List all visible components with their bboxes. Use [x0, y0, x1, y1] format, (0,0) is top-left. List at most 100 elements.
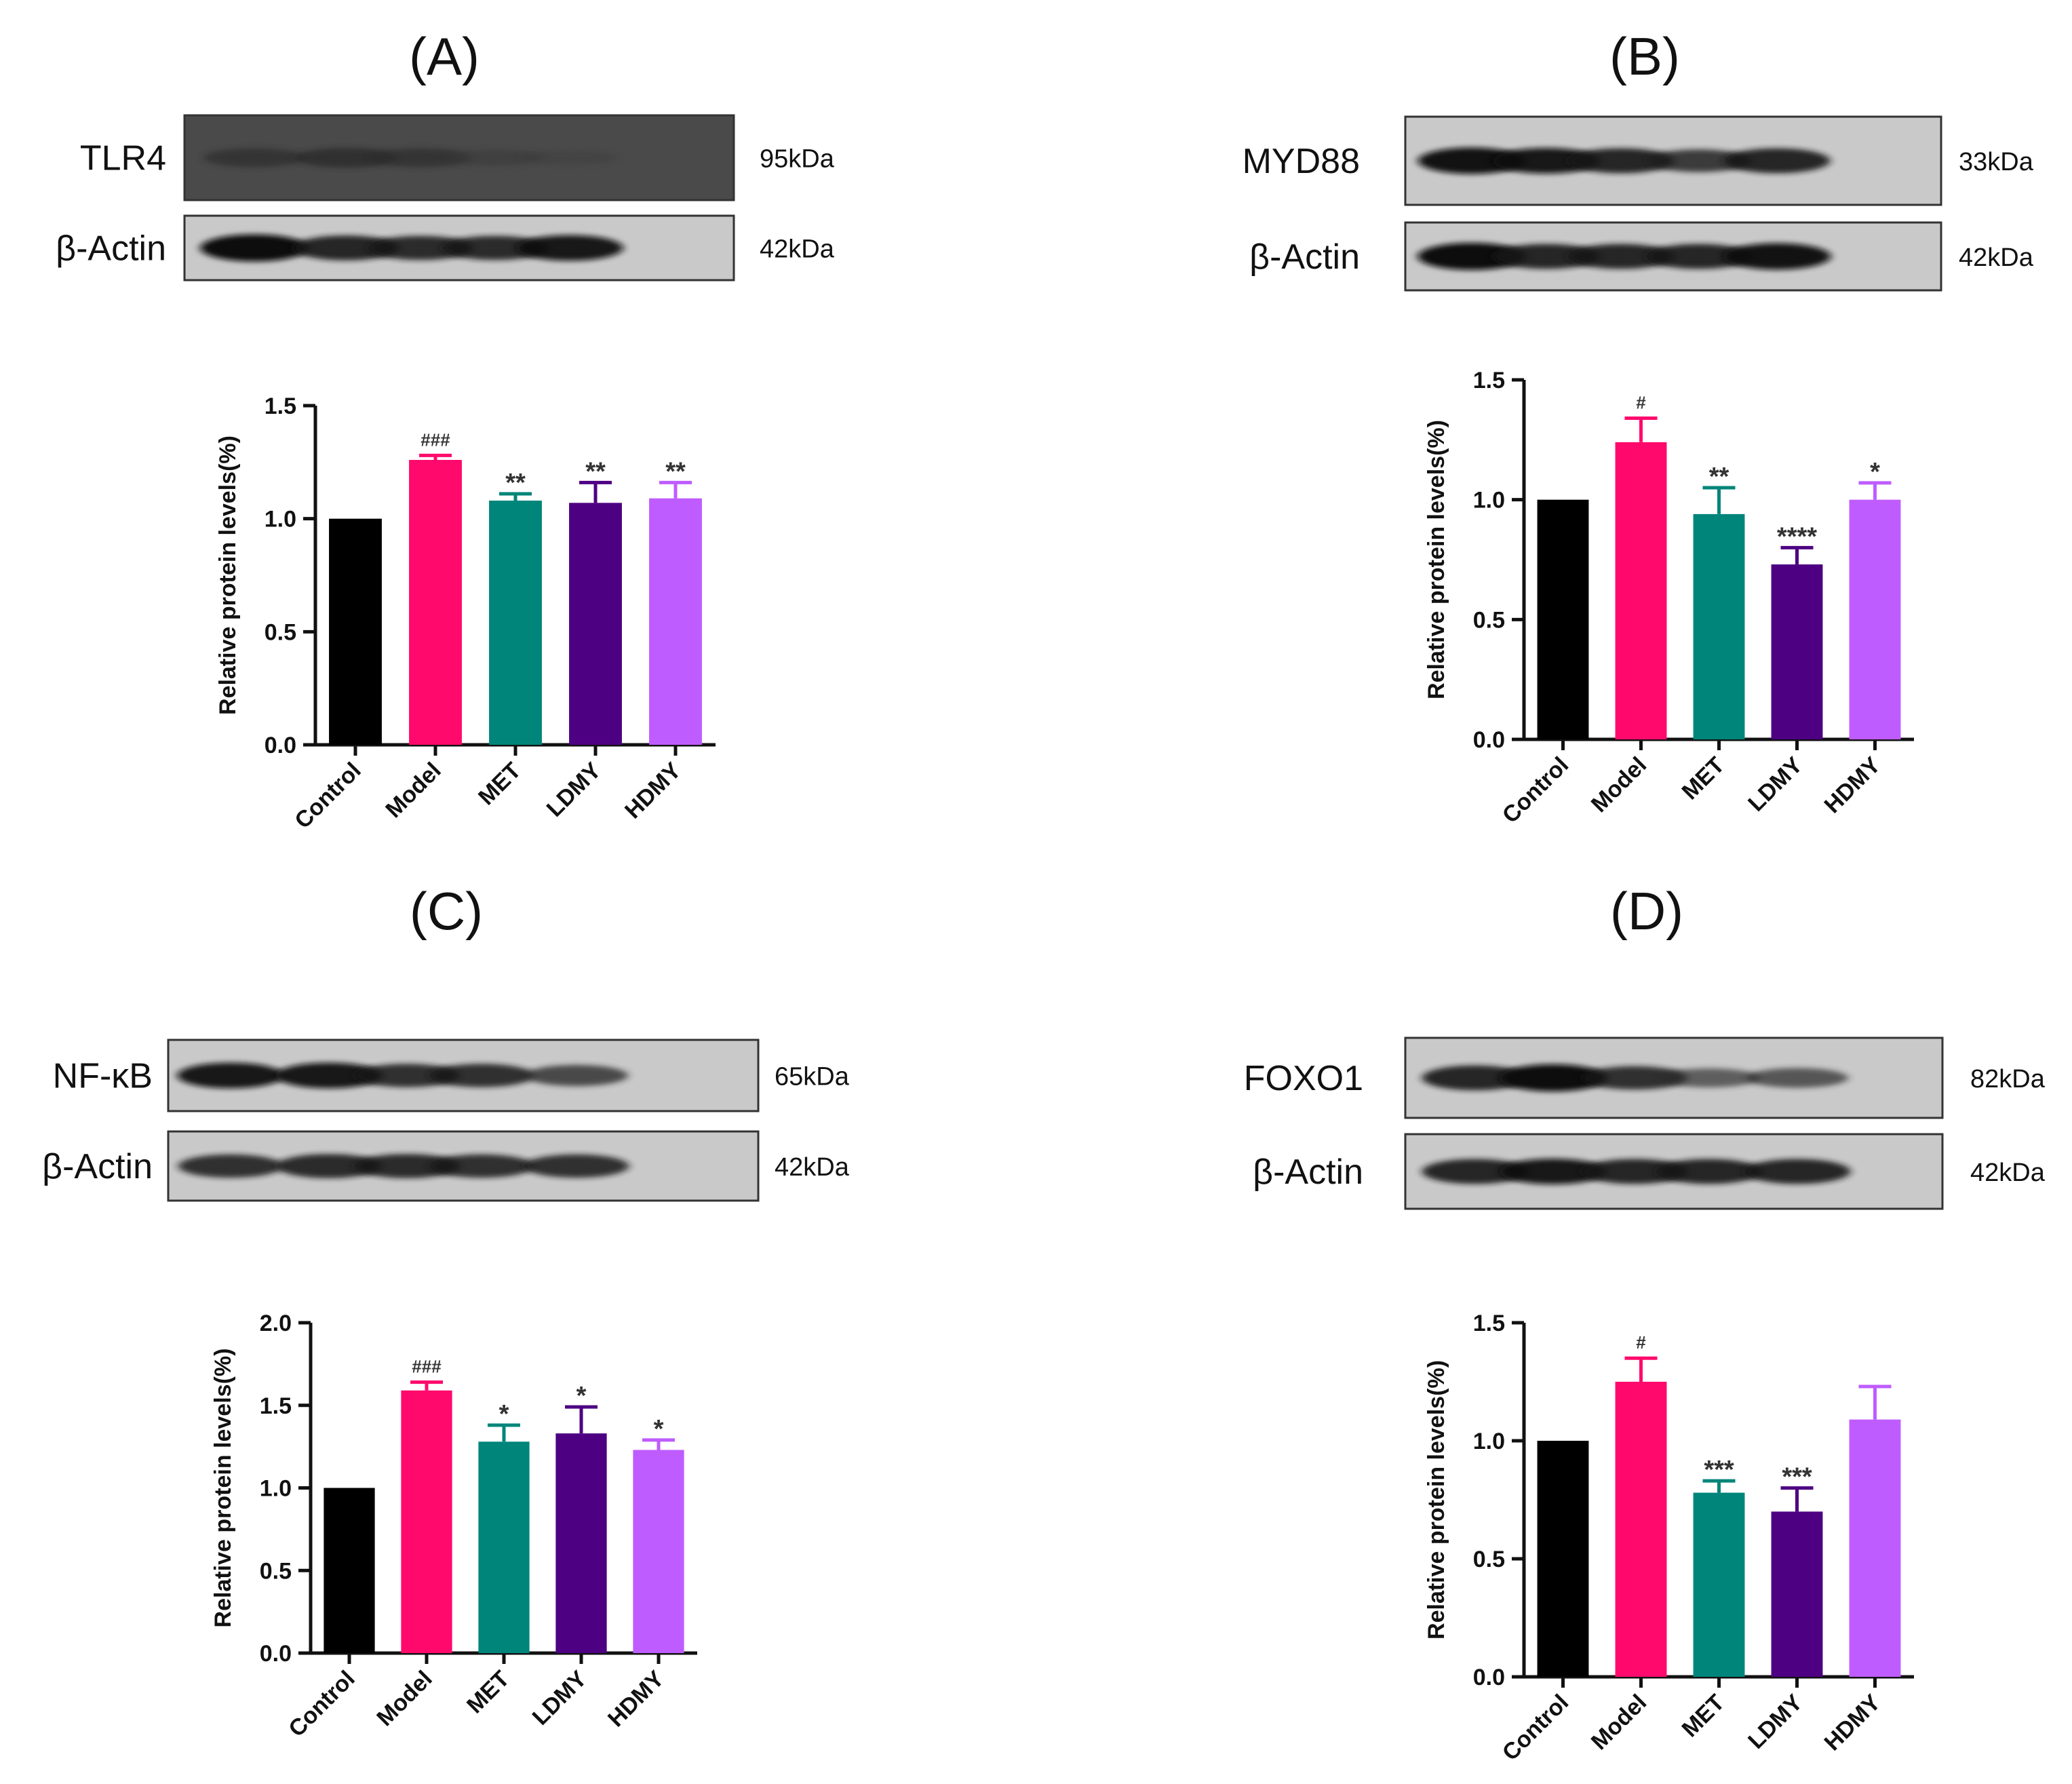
x-tick-label: Control [1498, 752, 1573, 828]
mw-label: 42kDa [1970, 1159, 2046, 1187]
blot-band [1645, 244, 1753, 269]
significance-mark: ** [505, 469, 526, 497]
y-tick-label: 1.5 [1473, 1311, 1505, 1336]
significance-mark: *** [1704, 1456, 1734, 1484]
panel-label: (A) [409, 26, 480, 86]
protein-label: β-Actin [1249, 237, 1360, 277]
significance-mark: * [576, 1382, 587, 1410]
significance-mark: # [1636, 1332, 1646, 1353]
y-tick-label: 1.0 [1473, 488, 1505, 513]
protein-label: MYD88 [1243, 142, 1360, 181]
significance-mark: ** [1709, 463, 1729, 491]
blot-band [1567, 148, 1675, 174]
bar-hdmy [1849, 499, 1901, 739]
mw-label: 65kDa [775, 1063, 850, 1091]
bar-met [1693, 1492, 1745, 1677]
blot-band [368, 235, 473, 260]
bar-ldmy [1771, 1511, 1823, 1677]
blot-band [1500, 1159, 1607, 1184]
bar-hdmy [649, 498, 702, 745]
significance-mark: ** [585, 457, 606, 486]
blot-band [1499, 1064, 1607, 1091]
bar-model [1615, 442, 1667, 739]
blot-band [446, 149, 545, 166]
x-tick-label: LDMY [542, 758, 606, 822]
x-tick-label: MET [1677, 752, 1730, 805]
bar-hdmy [1849, 1419, 1901, 1677]
y-axis-label: Relative protein levels(%) [210, 1349, 236, 1628]
blot-band [1658, 1068, 1760, 1087]
y-tick-label: 0.5 [265, 619, 296, 645]
blot-band [1567, 244, 1675, 269]
mw-label: 42kDa [760, 235, 835, 264]
blot-band [276, 1154, 382, 1178]
significance-mark: ### [412, 1357, 442, 1377]
bar-met [1693, 513, 1745, 739]
blot-band [1744, 1159, 1851, 1184]
blot-band [1422, 1065, 1529, 1091]
y-axis-label: Relative protein levels(%) [1424, 420, 1449, 699]
blot-band [525, 1064, 628, 1087]
blot-band [203, 148, 305, 168]
y-axis-label: Relative protein levels(%) [215, 435, 241, 715]
bar-ldmy [555, 1433, 607, 1653]
significance-mark: ### [421, 429, 450, 450]
protein-label: NF-κB [53, 1057, 153, 1096]
x-tick-label: LDMY [1743, 752, 1807, 817]
blot-band [1418, 147, 1526, 174]
bar-ldmy [1771, 564, 1823, 739]
y-tick-label: 0.0 [265, 733, 296, 758]
blot-band [1656, 1159, 1763, 1184]
significance-mark: * [499, 1400, 509, 1429]
blot-band [1582, 1066, 1687, 1090]
bar-model [1615, 1382, 1667, 1677]
blot-band [275, 1062, 383, 1089]
blot-band [429, 1154, 534, 1178]
y-tick-label: 1.5 [260, 1393, 292, 1419]
y-tick-label: 0.5 [1473, 607, 1505, 633]
blot-band [354, 1064, 460, 1087]
bar-model [409, 460, 462, 745]
bar-control [329, 518, 382, 745]
bar-met [478, 1441, 530, 1653]
bar-ldmy [569, 503, 622, 745]
x-tick-label: MET [1677, 1690, 1730, 1743]
blot-band [1418, 243, 1526, 270]
x-tick-label: LDMY [528, 1666, 592, 1730]
bar-met [489, 501, 542, 745]
blot-band [295, 148, 397, 168]
x-tick-label: HDMY [1819, 1690, 1885, 1756]
y-tick-label: 1.0 [265, 507, 296, 532]
mw-label: 42kDa [775, 1153, 850, 1182]
protein-label: TLR4 [80, 139, 166, 178]
significance-mark: # [1636, 393, 1646, 413]
blot-band [429, 1064, 534, 1087]
blot-band [1723, 148, 1831, 174]
blot-band [178, 1154, 284, 1178]
y-tick-label: 0.5 [1473, 1547, 1505, 1572]
blot-band [1746, 1068, 1848, 1088]
protein-label: β-Actin [1253, 1152, 1363, 1192]
blot-band [177, 1062, 284, 1089]
blot-band [442, 235, 548, 260]
x-tick-label: MET [473, 758, 526, 811]
x-tick-label: Model [1586, 752, 1651, 817]
y-axis-label: Relative protein levels(%) [1424, 1360, 1449, 1640]
significance-mark: **** [1777, 522, 1817, 551]
blot-band [516, 235, 623, 261]
protein-label: FOXO1 [1244, 1059, 1363, 1098]
protein-label: β-Actin [42, 1147, 153, 1186]
bar-control [324, 1488, 375, 1653]
blot-band [200, 234, 309, 262]
mw-label: 42kDa [1959, 244, 2034, 272]
mw-label: 33kDa [1959, 148, 2034, 176]
x-tick-label: HDMY [1819, 752, 1885, 819]
y-tick-label: 0.0 [1473, 1665, 1505, 1690]
x-tick-label: MET [462, 1666, 515, 1719]
blot-band [524, 1154, 629, 1178]
mw-label: 82kDa [1970, 1065, 2046, 1093]
y-tick-label: 0.5 [260, 1558, 292, 1584]
y-tick-label: 1.0 [1473, 1429, 1505, 1454]
blot-band [1581, 1159, 1688, 1184]
blot-band [1723, 243, 1831, 270]
